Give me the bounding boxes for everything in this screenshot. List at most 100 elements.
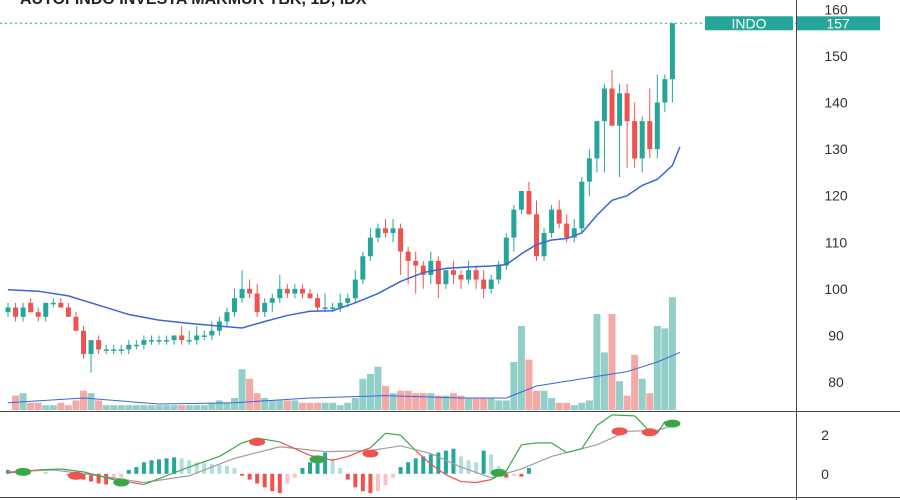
oscillator-histogram-bar (504, 473, 509, 478)
candle-body (126, 344, 132, 350)
candle-body (133, 344, 139, 347)
candle-body (420, 265, 426, 275)
candle-body (466, 270, 472, 280)
candle-body (390, 228, 396, 233)
volume-bar (208, 402, 216, 410)
candle-body (201, 335, 207, 337)
candle-body (65, 307, 71, 317)
candle-body (428, 260, 434, 275)
volume-bar (27, 402, 35, 410)
oscillator-fast-line (596, 414, 613, 427)
oscillator-fast-line (521, 442, 537, 446)
candle-body (307, 293, 313, 299)
oscillator-histogram-bar (338, 468, 343, 474)
oscillator-histogram-bar (489, 454, 494, 474)
volume-bar (246, 378, 254, 410)
candle-body (141, 340, 147, 345)
oscillator-histogram-bar (119, 473, 124, 478)
oscillator-fast-line (581, 425, 598, 450)
oscillator-histogram-bar (224, 466, 229, 474)
oscillator-fast-line (430, 463, 447, 476)
oscillator-histogram-bar (292, 473, 297, 478)
candle-body (601, 88, 607, 122)
candle-body (511, 209, 517, 238)
volume-bar (125, 405, 133, 410)
oscillator-tick-label: 0 (821, 466, 829, 482)
candle-body (398, 228, 404, 252)
oscillator-histogram-bar (353, 473, 358, 488)
candle-body (647, 121, 653, 150)
volume-bar (533, 390, 540, 410)
candle-body (534, 214, 539, 257)
oscillator-histogram-bar (519, 473, 524, 477)
oscillator-fast-line (332, 455, 348, 461)
volume-ma-line (7, 351, 681, 405)
candle-body (247, 288, 253, 294)
oscillator-fast-line (83, 471, 114, 481)
candle-body (254, 293, 260, 313)
candle-body (375, 228, 381, 238)
oscillator-histogram-bar (391, 473, 396, 478)
oscillator-fast-line (279, 441, 311, 457)
oscillator-histogram-bar (481, 450, 486, 474)
volume-bar (110, 405, 118, 410)
bullish-cross-marker (490, 468, 507, 477)
oscillator-fast-line (551, 442, 568, 454)
oscillator-histogram-bar (406, 462, 411, 474)
candle-body (186, 340, 192, 342)
candle-body (262, 302, 268, 313)
oscillator-tick-label: 2 (821, 427, 829, 443)
volume-bar (578, 402, 586, 410)
candle-body (541, 232, 547, 257)
oscillator-histogram-bar (104, 473, 109, 485)
price-tick-label: 160 (824, 1, 848, 17)
oscillator-histogram-bar (398, 467, 403, 474)
volume-bar (336, 405, 344, 410)
volume-bar (389, 393, 397, 410)
candle-body (111, 349, 117, 351)
volume-bar (419, 393, 427, 410)
oscillator-histogram-bar (217, 465, 222, 474)
candle-body (5, 307, 11, 313)
candle-body (639, 121, 645, 159)
volume-bar (291, 400, 299, 410)
oscillator-fast-line (505, 444, 522, 472)
oscillator-histogram-bar (43, 471, 48, 474)
candle-body (450, 270, 456, 275)
oscillator-fast-line (566, 448, 582, 454)
oscillator-fast-line (166, 466, 190, 477)
volume-bar (314, 402, 322, 410)
volume-bar (570, 405, 578, 410)
oscillator-histogram-bar (232, 468, 237, 474)
volume-bar (374, 366, 382, 410)
candle-body (43, 302, 49, 317)
last-price-tag (797, 16, 880, 31)
oscillator-signal-line (7, 424, 673, 484)
symbol-tag (705, 16, 793, 31)
volume-bar (616, 381, 624, 410)
oscillator-histogram-bar (96, 473, 101, 484)
candle-body (299, 288, 305, 294)
oscillator-histogram-bar (511, 473, 516, 476)
oscillator-histogram-bar (466, 460, 471, 474)
oscillator-histogram-bar (157, 459, 161, 474)
candle-body (624, 93, 630, 122)
volume-bar (268, 400, 276, 410)
volume-bar (548, 398, 556, 410)
oscillator-histogram-bar (443, 450, 448, 474)
volume-bar (140, 405, 148, 410)
price-axis: 160 150 140 130 120 110 100 90 80 2 0 (821, 1, 848, 482)
price-tick-label: 110 (825, 234, 848, 250)
volume-bar (223, 402, 231, 410)
candle-body (322, 307, 328, 309)
candle-body (496, 265, 502, 280)
oscillator-histogram-bar (383, 473, 388, 486)
oscillator-histogram-bar (436, 452, 441, 474)
oscillator-histogram-bar (330, 458, 335, 474)
oscillator-histogram-bar (413, 458, 418, 474)
oscillator-histogram-bar (134, 467, 139, 474)
candle-body (481, 279, 487, 289)
oscillator-histogram-bar (421, 456, 426, 474)
oscillator-histogram-bar (141, 462, 146, 474)
volume-bar (283, 400, 291, 410)
